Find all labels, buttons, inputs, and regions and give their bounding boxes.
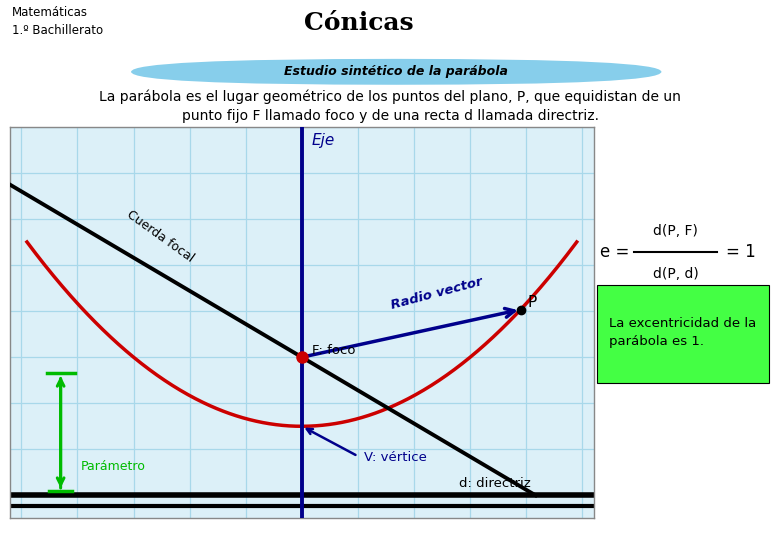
Text: Cuerda focal: Cuerda focal bbox=[124, 208, 196, 265]
Text: = 1: = 1 bbox=[726, 243, 757, 261]
Text: e =: e = bbox=[600, 243, 629, 261]
Text: Eje: Eje bbox=[312, 133, 335, 148]
Text: F: foco: F: foco bbox=[312, 343, 356, 356]
Text: sm: sm bbox=[701, 18, 764, 56]
Text: Cónicas: Cónicas bbox=[304, 11, 413, 35]
Text: Estudio sintético de la parábola: Estudio sintético de la parábola bbox=[284, 65, 509, 78]
Text: d: directriz: d: directriz bbox=[459, 477, 530, 490]
Text: Matemáticas
1.º Bachillerato: Matemáticas 1.º Bachillerato bbox=[12, 6, 103, 37]
Text: punto fijo F llamado foco y de una recta d llamada directriz.: punto fijo F llamado foco y de una recta… bbox=[182, 109, 598, 123]
Text: Radio vector: Radio vector bbox=[389, 275, 484, 312]
Text: V: vértice: V: vértice bbox=[363, 451, 427, 464]
Text: d(P, d): d(P, d) bbox=[653, 267, 699, 281]
Text: La excentricidad de la
parábola es 1.: La excentricidad de la parábola es 1. bbox=[609, 317, 757, 348]
FancyBboxPatch shape bbox=[597, 286, 769, 383]
FancyBboxPatch shape bbox=[131, 59, 661, 85]
Text: P: P bbox=[527, 295, 537, 310]
Text: Parámetro: Parámetro bbox=[80, 460, 145, 473]
Text: d(P, F): d(P, F) bbox=[654, 224, 698, 238]
Text: La parábola es el lugar geométrico de los puntos del plano, P, que equidistan de: La parábola es el lugar geométrico de lo… bbox=[99, 89, 681, 104]
